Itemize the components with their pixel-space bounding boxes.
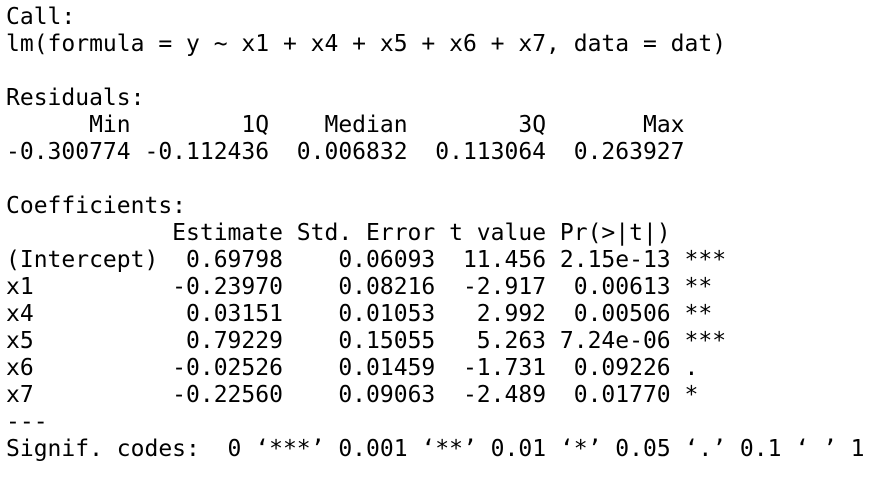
coef-value: 0.69798	[186, 247, 283, 273]
coef-row-name: x7	[6, 382, 34, 408]
coef-value: 2.15e-13	[559, 247, 671, 273]
call-label: Call:	[6, 4, 76, 30]
coef-header: t value	[449, 220, 547, 246]
coef-value: 0.00506	[573, 301, 671, 327]
coef-value: 2.992	[476, 301, 547, 327]
coef-value: -1.731	[462, 355, 547, 381]
residual-header: Max	[642, 112, 685, 138]
coef-signif: .	[684, 355, 699, 381]
coef-value: 11.456	[462, 247, 547, 273]
coef-value: -2.489	[462, 382, 547, 408]
coef-value: 0.09063	[338, 382, 436, 408]
coef-value: 0.01053	[338, 301, 436, 327]
residual-header: Min	[89, 112, 131, 138]
coefficients-label: Coefficients:	[6, 193, 187, 219]
coef-value: 0.79229	[186, 328, 283, 354]
coef-value: 7.24e-06	[559, 328, 671, 354]
residual-value: 0.113064	[435, 139, 547, 165]
coef-value: 0.08216	[338, 274, 436, 300]
coef-value: 0.03151	[186, 301, 283, 327]
coef-value: -0.02526	[172, 355, 283, 381]
coef-header: Estimate	[172, 220, 283, 246]
residual-header: 3Q	[518, 112, 547, 138]
coef-row-name: x6	[6, 355, 34, 381]
coef-header: Std. Error	[296, 220, 436, 246]
coef-row-name: x1	[6, 274, 34, 300]
residual-value: 0.006832	[296, 139, 408, 165]
coef-value: 0.01459	[338, 355, 436, 381]
coef-value: -0.22560	[172, 382, 283, 408]
residual-value: 0.263927	[573, 139, 685, 165]
coef-value: 0.00613	[573, 274, 671, 300]
residual-value: -0.112436	[144, 139, 270, 165]
coef-value: 0.01770	[573, 382, 671, 408]
separator: ---	[6, 409, 48, 435]
coef-row-name: x4	[6, 301, 34, 327]
coef-value: 5.263	[476, 328, 547, 354]
signif-codes: Signif. codes: 0 ‘***’ 0.001 ‘**’ 0.01 ‘…	[6, 436, 865, 462]
coef-signif: ***	[684, 247, 727, 273]
coef-signif: **	[684, 274, 713, 300]
coef-header: Pr(>|t|)	[559, 220, 671, 246]
coef-row-name: (Intercept)	[6, 247, 159, 273]
coef-signif: ***	[684, 328, 727, 354]
residuals-label: Residuals:	[6, 85, 145, 111]
residual-header: Median	[324, 112, 408, 138]
coef-row-name: x5	[6, 328, 34, 354]
residual-header: 1Q	[241, 112, 270, 138]
coef-signif: **	[684, 301, 713, 327]
coef-signif: *	[684, 382, 699, 408]
coef-value: 0.09226	[573, 355, 671, 381]
coef-value: -2.917	[462, 274, 547, 300]
call-formula: lm(formula = y ~ x1 + x4 + x5 + x6 + x7,…	[6, 31, 727, 57]
coef-value: -0.23970	[172, 274, 283, 300]
coef-value: 0.06093	[338, 247, 436, 273]
residual-value: -0.300774	[6, 139, 131, 165]
coef-value: 0.15055	[338, 328, 436, 354]
